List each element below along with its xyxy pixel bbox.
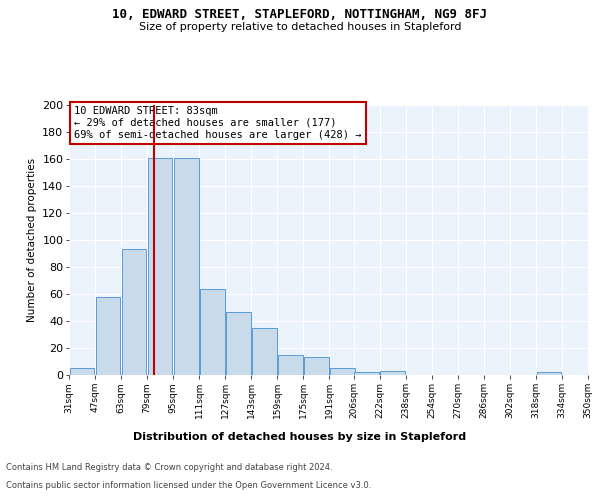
Bar [304,358,329,375]
Bar [95,296,121,375]
Y-axis label: Number of detached properties: Number of detached properties [27,158,37,322]
Bar [536,372,562,375]
Bar [174,158,199,375]
Bar [330,368,355,375]
Bar [200,288,224,375]
Text: Size of property relative to detached houses in Stapleford: Size of property relative to detached ho… [139,22,461,32]
Text: 10, EDWARD STREET, STAPLEFORD, NOTTINGHAM, NG9 8FJ: 10, EDWARD STREET, STAPLEFORD, NOTTINGHA… [113,8,487,20]
Text: 10 EDWARD STREET: 83sqm
← 29% of detached houses are smaller (177)
69% of semi-d: 10 EDWARD STREET: 83sqm ← 29% of detache… [74,106,362,140]
Bar [252,328,277,375]
Text: Contains HM Land Registry data © Crown copyright and database right 2024.: Contains HM Land Registry data © Crown c… [6,464,332,472]
Bar [278,355,302,375]
Bar [122,250,146,375]
Bar [70,368,94,375]
Bar [226,312,251,375]
Text: Contains public sector information licensed under the Open Government Licence v3: Contains public sector information licen… [6,481,371,490]
Bar [355,372,379,375]
Text: Distribution of detached houses by size in Stapleford: Distribution of detached houses by size … [133,432,467,442]
Bar [148,158,172,375]
Bar [380,371,405,375]
